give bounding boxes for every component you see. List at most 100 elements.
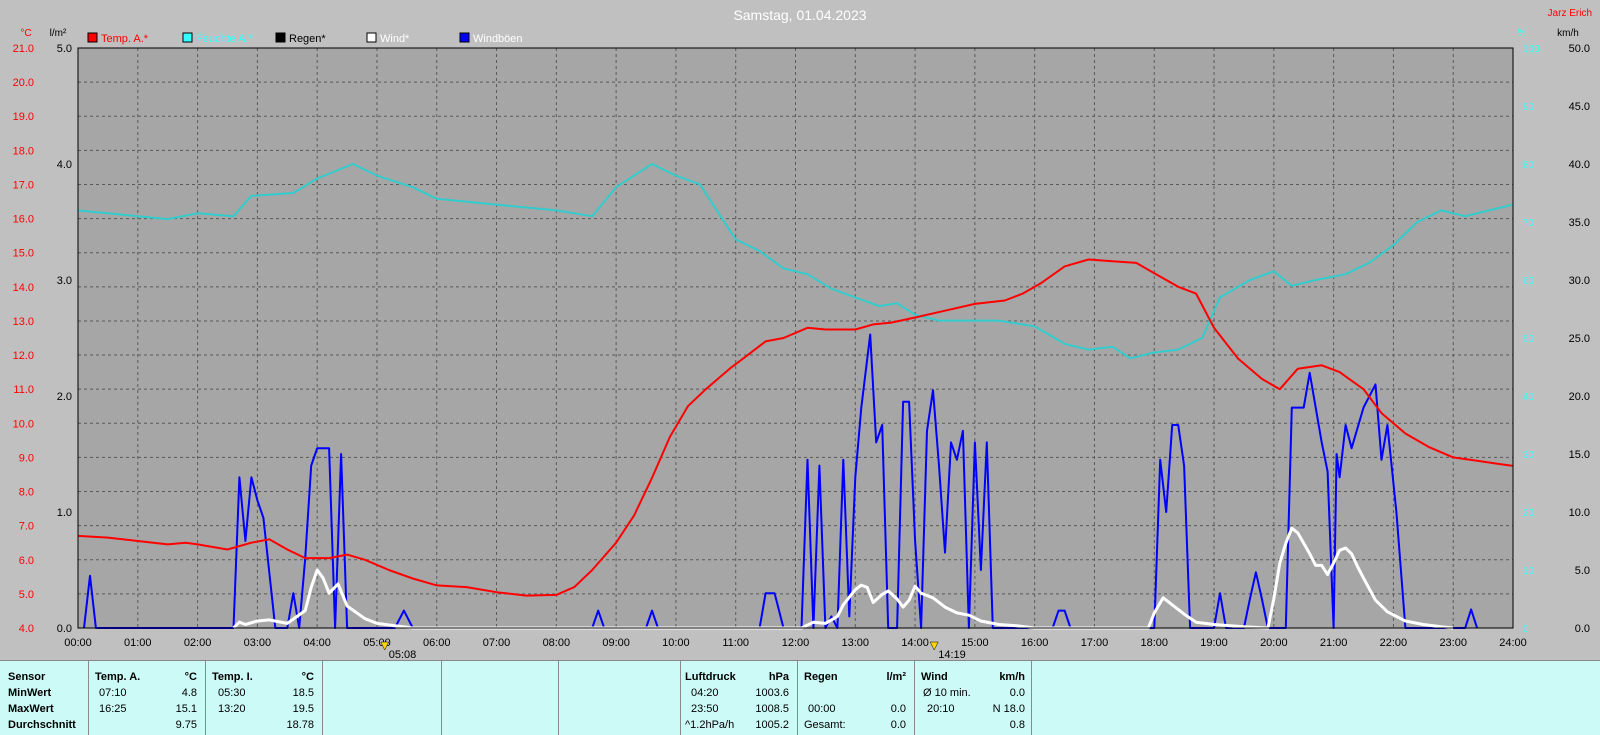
legend-swatch: [459, 32, 470, 43]
temp-axis-unit: °C: [20, 28, 31, 39]
stats-regen-column: Regen l/m² 00:00 0.0 Gesamt: 0.0: [798, 661, 915, 735]
legend-label: Feuchte A.*: [196, 33, 254, 45]
temp-tick-label: 14.0: [13, 282, 34, 294]
stats-temp-i-column: Temp. I. °C 05:30 18.5 13:20 19.5 18.78: [206, 661, 323, 735]
time-tick-label: 01:00: [124, 637, 152, 649]
time-tick-label: 07:00: [483, 637, 511, 649]
wind-avg10-value: 0.0: [1009, 687, 1025, 699]
time-tick-label: 20:00: [1260, 637, 1288, 649]
wind-max-value: N 18.0: [992, 703, 1025, 715]
plot-frame: [77, 47, 1514, 629]
legend-label: Windböen: [473, 33, 523, 45]
time-tick-label: 00:00: [64, 637, 92, 649]
sun-marker-icon: [380, 641, 390, 651]
time-markers: 05:08 14:19: [380, 641, 966, 661]
wind-tick-label: 5.0: [1575, 565, 1590, 577]
luftdruck-min-time: 04:20: [691, 687, 719, 699]
time-tick-label: 18:00: [1140, 637, 1168, 649]
humidity-tick-label: 60: [1523, 276, 1535, 287]
chart-title: Samstag, 01.04.2023: [733, 7, 866, 23]
wind-tick-label: 30.0: [1569, 275, 1590, 287]
time-tick-label: 03:00: [244, 637, 272, 649]
regen-max-time: 00:00: [808, 703, 836, 715]
wind-avg10-label: Ø 10 min.: [923, 687, 971, 699]
temp-tick-label: 7.0: [19, 521, 34, 533]
rain-tick-label: 3.0: [57, 275, 72, 287]
rain-tick-label: 0.0: [57, 623, 72, 635]
temp-tick-label: 8.0: [19, 487, 34, 499]
humidity-tick-label: 10: [1523, 566, 1535, 577]
humidity-tick-label: 70: [1523, 218, 1535, 229]
luftdruck-header: Luftdruck: [685, 671, 736, 683]
data-series: [77, 163, 1514, 630]
humidity-tick-label: 0: [1523, 624, 1529, 635]
legend-swatch: [275, 32, 286, 43]
luftdruck-min-value: 1003.6: [755, 687, 789, 699]
weather-chart: 4.0 5.0 6.0 7.0 8.0 9.0 10.0 11.0 12.0 13.0 14.0 15…: [12, 7, 1592, 661]
sensor-header: Sensor: [8, 671, 46, 683]
stats-sensor-column: Sensor MinWert MaxWert Durchschnitt: [0, 661, 89, 735]
wind-tick-label: 20.0: [1569, 391, 1590, 403]
time-tick-label: 11:00: [722, 637, 749, 649]
regen-total-label: Gesamt:: [804, 719, 846, 731]
legend-label: Wind*: [380, 33, 410, 45]
wind-axis-unit: km/h: [1557, 28, 1579, 39]
stats-luftdruck-column: Luftdruck hPa 04:20 1003.6 23:50 1008.5 ^1.…: [681, 661, 798, 735]
rain-tick-label: 4.0: [57, 159, 72, 171]
temp-i-avg-value: 18.78: [286, 719, 314, 731]
stats-empty-column-3: [559, 661, 681, 735]
wind-avg-value: 0.8: [1009, 719, 1025, 731]
temp-i-unit: °C: [301, 671, 314, 683]
series-line-windb-en: [83, 333, 1479, 629]
wind-unit: km/h: [999, 671, 1025, 683]
time-tick-label: 08:00: [543, 637, 571, 649]
time-tick-label: 14:00: [901, 637, 929, 649]
stats-empty-column-1: [323, 661, 442, 735]
temp-tick-label: 18.0: [13, 145, 34, 157]
temp-tick-label: 6.0: [19, 555, 34, 567]
temp-a-unit: °C: [184, 671, 197, 683]
temp-tick-label: 5.0: [19, 589, 34, 601]
author-label: Jarz Erich: [1548, 8, 1592, 19]
series-line-wind-: [232, 526, 1454, 630]
regen-header: Regen: [804, 671, 838, 683]
wind-tick-label: 15.0: [1569, 449, 1590, 461]
temp-i-min-value: 18.5: [292, 687, 314, 699]
time-tick-label: 02:00: [184, 637, 212, 649]
temp-a-max-value: 15.1: [175, 703, 197, 715]
regen-total-value: 0.0: [890, 719, 906, 731]
luftdruck-max-value: 1008.5: [755, 703, 789, 715]
stats-empty-column-2: [442, 661, 559, 735]
stats-table: Sensor MinWert MaxWert Durchschnitt Temp…: [0, 660, 1600, 735]
luftdruck-trend: ^1.2hPa/h: [685, 719, 735, 731]
rain-tick-label: 5.0: [57, 43, 72, 55]
wind-tick-label: 25.0: [1569, 333, 1590, 345]
legend-swatch: [182, 32, 193, 43]
temp-tick-label: 9.0: [19, 452, 34, 464]
temp-a-max-time: 16:25: [99, 703, 127, 715]
stats-temp-a-column: Temp. A. °C 07:10 4.8 16:25 15.1 9.75: [89, 661, 206, 735]
wind-tick-label: 10.0: [1569, 507, 1590, 519]
temp-tick-label: 12.0: [13, 350, 34, 362]
time-tick-label: 06:00: [423, 637, 451, 649]
legend-swatch: [366, 32, 377, 43]
time-tick-label: 09:00: [602, 637, 630, 649]
humidity-axis-unit: %: [1518, 28, 1527, 39]
temp-a-min-value: 4.8: [181, 687, 197, 699]
row-label-min: MinWert: [8, 687, 52, 699]
axis-ticks: 4.0 5.0 6.0 7.0 8.0 9.0 10.0 11.0 12.0 13.0 14.0 15…: [13, 43, 1590, 649]
humidity-tick-label: 20: [1523, 508, 1535, 519]
legend-label: Regen*: [289, 33, 326, 45]
temp-tick-label: 4.0: [19, 623, 34, 635]
luftdruck-avg-value: 1005.2: [755, 719, 789, 731]
temp-a-header: Temp. A.: [95, 671, 141, 683]
luftdruck-unit: hPa: [768, 671, 789, 683]
time-tick-label: 23:00: [1439, 637, 1467, 649]
row-label-avg: Durchschnitt: [8, 719, 76, 731]
wind-tick-label: 50.0: [1569, 43, 1590, 55]
temp-tick-label: 20.0: [13, 77, 34, 89]
humidity-tick-label: 80: [1523, 160, 1535, 171]
wind-max-time: 20:10: [927, 703, 955, 715]
time-tick-label: 24:00: [1499, 637, 1527, 649]
time-marker-label: 05:08: [389, 649, 417, 661]
